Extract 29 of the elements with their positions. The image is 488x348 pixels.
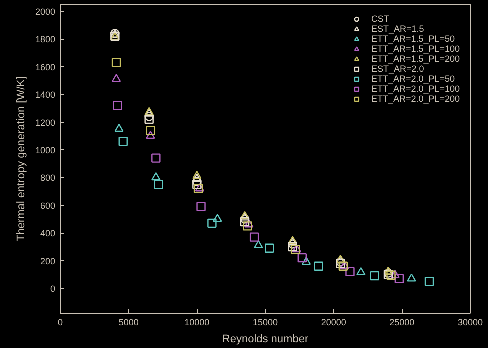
legend-label: ETT_AR=2.0_PL=50 bbox=[371, 74, 455, 84]
legend-label: ETT_AR=1.5_PL=100 bbox=[371, 44, 460, 54]
x-tick-label: 0 bbox=[58, 318, 64, 328]
legend-label: CST bbox=[371, 14, 390, 24]
legend-label: ETT_AR=1.5_PL=200 bbox=[371, 54, 460, 64]
y-tick-label: 0 bbox=[50, 284, 56, 294]
y-tick-label: 1000 bbox=[35, 145, 56, 156]
y-tick-label: 2000 bbox=[35, 6, 56, 17]
y-axis-title: Thermal entropy generation [W/K] bbox=[15, 76, 28, 242]
y-tick-label: 400 bbox=[40, 228, 56, 239]
x-axis-title: Reynolds number bbox=[222, 334, 309, 346]
y-tick-label: 1400 bbox=[35, 90, 56, 100]
x-tick-label: 30000 bbox=[458, 318, 484, 328]
x-tick-label: 25000 bbox=[390, 318, 415, 328]
y-tick-label: 600 bbox=[40, 200, 56, 211]
legend-label: ETT_AR=2.0_PL=200 bbox=[371, 94, 460, 104]
x-tick-label: 10000 bbox=[184, 318, 210, 328]
legend-label: ETT_AR=2.0_PL=100 bbox=[371, 84, 460, 94]
legend-label: ETT_AR=1.5_PL=50 bbox=[371, 34, 455, 44]
y-tick-label: 200 bbox=[40, 256, 56, 266]
x-tick-label: 15000 bbox=[252, 318, 278, 328]
legend-label: EST_AR=1.5 bbox=[371, 24, 424, 34]
x-tick-label: 20000 bbox=[321, 318, 346, 328]
legend-label: EST_AR=2.0 bbox=[371, 64, 424, 74]
y-tick-label: 1200 bbox=[35, 118, 56, 128]
y-tick-label: 1600 bbox=[35, 62, 56, 72]
y-tick-label: 800 bbox=[40, 173, 56, 184]
x-tick-label: 5000 bbox=[118, 318, 139, 328]
y-tick-label: 1800 bbox=[35, 34, 56, 45]
